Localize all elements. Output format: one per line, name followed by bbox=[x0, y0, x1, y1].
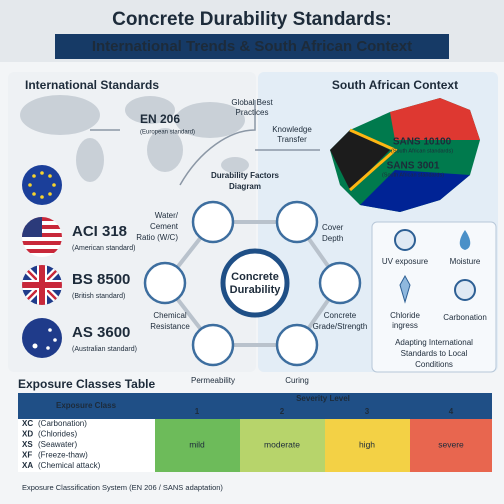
row-code: XC bbox=[22, 419, 33, 428]
standard-desc: (American standard) bbox=[72, 245, 135, 252]
conditions-box bbox=[371, 221, 497, 373]
factor-label: Cement bbox=[150, 222, 179, 231]
world-map bbox=[20, 95, 249, 182]
row-name: (Carbonation) bbox=[38, 419, 87, 428]
diagram-center: Concrete bbox=[231, 271, 279, 283]
row-name: (Chemical attack) bbox=[38, 461, 101, 470]
subtitle-band bbox=[55, 34, 449, 59]
diagram-title: Durability Factors bbox=[211, 171, 280, 180]
sa-note: Adapting International bbox=[395, 338, 473, 347]
factor-label: Cover bbox=[322, 223, 344, 232]
rating-label: moderate bbox=[264, 439, 300, 449]
severity-cells bbox=[18, 419, 492, 472]
level-label: 3 bbox=[365, 407, 370, 416]
standard-code: EN 206 bbox=[140, 112, 180, 126]
factor-label: Chemical bbox=[153, 311, 187, 320]
level-label: 4 bbox=[449, 407, 454, 416]
flow-label: Global Best bbox=[231, 98, 273, 107]
diagram-center: Durability bbox=[230, 284, 282, 296]
rating-label: severe bbox=[438, 439, 464, 449]
standard-desc: (Australian standard) bbox=[72, 346, 137, 353]
row-code: XA bbox=[22, 461, 33, 470]
standard-desc: (British standard) bbox=[72, 293, 125, 300]
sa-standard-desc: (South African standards) bbox=[382, 172, 444, 178]
row-name: (Chlorides) bbox=[38, 430, 77, 439]
condition-label: Chloride bbox=[390, 311, 420, 320]
intl-panel bbox=[8, 72, 256, 372]
row-name: (Seawater) bbox=[38, 440, 77, 449]
row-code: XS bbox=[22, 440, 33, 449]
title: Concrete Durability Standards: bbox=[112, 9, 392, 30]
level-label: 1 bbox=[195, 407, 200, 416]
flow-label: Transfer bbox=[277, 135, 307, 144]
row-name: (Freeze-thaw) bbox=[38, 451, 88, 460]
sa-standard-code: SANS 3001 bbox=[387, 161, 440, 172]
factor-label: Water/ bbox=[155, 211, 179, 220]
standard-code: BS 8500 bbox=[72, 271, 130, 288]
rating-label: high bbox=[359, 439, 375, 449]
center-hub bbox=[220, 248, 290, 318]
factor-label: Permeability bbox=[191, 376, 235, 385]
sa-map bbox=[330, 98, 480, 212]
table-title: Exposure Classes Table bbox=[18, 377, 156, 391]
condition-label: UV exposure bbox=[382, 257, 429, 266]
sa-standard-desc: (South African standards) bbox=[391, 148, 453, 154]
factor-label: Grade/Strength bbox=[313, 322, 368, 331]
section-title: International Standards bbox=[25, 78, 159, 92]
standard-code: AS 3600 bbox=[72, 324, 130, 341]
sa-standard-code: SANS 10100 bbox=[393, 137, 452, 148]
factor-label: Curing bbox=[285, 376, 309, 385]
condition-label: Carbonation bbox=[443, 313, 487, 322]
condition-icons bbox=[394, 229, 476, 304]
table-header-bg bbox=[18, 393, 492, 419]
sa-note: Conditions bbox=[415, 360, 453, 369]
condition-label: Moisture bbox=[450, 257, 481, 266]
flow-label: Practices bbox=[236, 108, 269, 117]
row-code: XF bbox=[22, 451, 32, 460]
table-header: Exposure Class bbox=[56, 401, 117, 410]
sa-note: Standards to Local bbox=[401, 349, 468, 358]
section-title: South African Context bbox=[332, 78, 458, 92]
standard-code: ACI 318 bbox=[72, 223, 127, 240]
flow-label: Knowledge bbox=[272, 125, 312, 134]
factor-label: Ratio (W/C) bbox=[136, 233, 178, 242]
rating-label: mild bbox=[189, 439, 205, 449]
factor-label: Resistance bbox=[150, 322, 190, 331]
table-header: Severity Level bbox=[296, 394, 350, 403]
diagram-title: Diagram bbox=[229, 182, 261, 191]
factor-label: Concrete bbox=[324, 311, 357, 320]
level-label: 2 bbox=[280, 407, 285, 416]
factor-icons bbox=[143, 200, 362, 367]
subtitle: International Trends & South African Con… bbox=[92, 38, 412, 55]
condition-label: ingress bbox=[392, 321, 418, 330]
table-footer: Exposure Classification System (EN 206 /… bbox=[22, 483, 223, 492]
row-code: XD bbox=[22, 430, 33, 439]
factor-label: Depth bbox=[322, 234, 343, 243]
standard-desc: (European standard) bbox=[140, 130, 195, 136]
